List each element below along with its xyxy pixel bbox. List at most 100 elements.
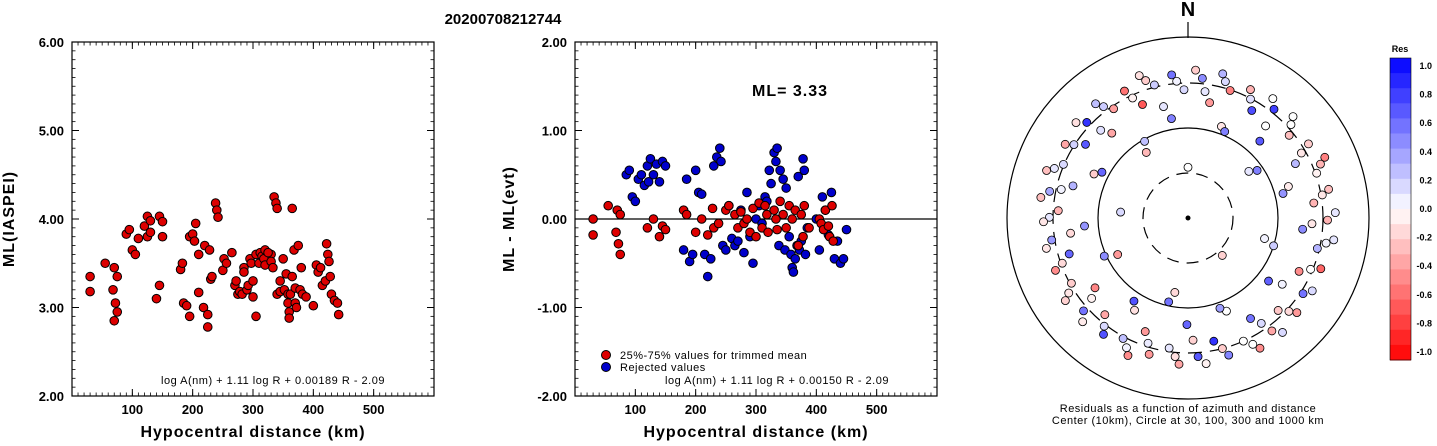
polar-point xyxy=(1164,297,1174,307)
left-axes: 2.00 3.00 4.00 5.00 6.00 100 200 300 400 500 xyxy=(39,35,435,417)
left-point xyxy=(284,313,295,323)
polar-point xyxy=(1118,334,1128,343)
polar-point xyxy=(1284,306,1294,316)
middle-points xyxy=(588,143,852,282)
polar-point xyxy=(1183,162,1193,172)
polar-point xyxy=(1099,102,1108,112)
colorbar-swatch xyxy=(1390,329,1411,346)
middle-point-rejected xyxy=(705,254,716,264)
left-point xyxy=(189,236,200,246)
polar-point xyxy=(1193,352,1203,362)
polar-point xyxy=(1109,104,1119,114)
middle-point-rejected xyxy=(841,224,852,235)
polar-point xyxy=(1278,189,1288,198)
polar-point xyxy=(1099,251,1109,261)
left-point xyxy=(231,276,241,286)
middle-point-trimmed xyxy=(778,209,788,220)
polar-point xyxy=(1248,339,1258,349)
polar-point xyxy=(1056,185,1066,194)
left-ytick-label: 3.00 xyxy=(39,301,64,316)
colorbar-swatch xyxy=(1390,58,1411,74)
polar-point xyxy=(1267,326,1277,336)
middle-point-rejected xyxy=(645,154,656,164)
middle-point-rejected xyxy=(766,178,776,189)
polar-point xyxy=(1167,114,1176,124)
left-point xyxy=(248,292,258,302)
polar-point xyxy=(1129,296,1139,306)
colorbar-swatch xyxy=(1390,344,1411,361)
middle-point-trimmed xyxy=(798,231,808,242)
polar-point xyxy=(1080,221,1089,231)
polar-point xyxy=(1041,243,1051,253)
middle-point-rejected xyxy=(660,161,671,171)
middle-point-trimmed xyxy=(690,227,701,238)
polar-point xyxy=(1298,224,1308,234)
middle-xtick-label: 200 xyxy=(685,402,707,417)
middle-point-trimmed xyxy=(760,200,770,211)
colorbar-swatch xyxy=(1390,314,1411,331)
polar-point xyxy=(1312,244,1322,253)
polar-point xyxy=(1179,85,1189,95)
polar-point xyxy=(1045,186,1055,196)
polar-point xyxy=(1090,283,1100,293)
polar-point xyxy=(1097,167,1107,177)
left-point xyxy=(110,298,121,308)
polar-point xyxy=(1060,139,1070,149)
colorbar-swatch xyxy=(1390,133,1411,150)
middle-xlabel: Hypocentral distance (km) xyxy=(643,424,868,441)
polar-point xyxy=(1174,359,1184,369)
middle-point-rejected xyxy=(799,165,810,176)
middle-point-trimmed xyxy=(660,224,671,235)
middle-point-rejected xyxy=(764,165,775,176)
polar-point xyxy=(1128,93,1137,103)
polar-point xyxy=(1220,127,1230,136)
colorbar-label: 0.0 xyxy=(1419,204,1432,214)
polar-point xyxy=(1221,77,1230,87)
event-title: 20200708212744 xyxy=(445,11,562,28)
colorbar-labels: 1.0 0.8 0.6 0.4 0.2 0.0 -0.2 -0.4 -0.6 -0.8 -1.0 xyxy=(1416,61,1432,357)
polar-point xyxy=(1188,335,1198,345)
polar-point xyxy=(1264,276,1273,286)
polar-point xyxy=(1051,265,1060,275)
middle-axes: -2.00 -1.00 0.00 1.00 2.00 100 200 300 400 500 xyxy=(537,35,938,417)
polar-point xyxy=(1182,320,1192,330)
polar-point xyxy=(1082,118,1092,127)
middle-point-rejected xyxy=(790,254,801,264)
middle-ytick-label: 0.00 xyxy=(542,212,567,227)
colorbar-label: 0.2 xyxy=(1419,175,1432,185)
polar-point xyxy=(1284,130,1294,140)
polar-point xyxy=(1320,152,1330,162)
middle-point-trimmed xyxy=(615,209,626,220)
middle-point-trimmed xyxy=(615,249,626,260)
middle-point-trimmed xyxy=(827,200,837,211)
left-xtick-label: 300 xyxy=(242,402,264,417)
polar-point xyxy=(1099,329,1108,339)
middle-point-rejected xyxy=(630,196,641,207)
middle-point-trimmed xyxy=(799,200,810,211)
polar-point xyxy=(1107,128,1117,138)
polar-point xyxy=(1059,159,1068,169)
middle-point-rejected xyxy=(715,143,725,153)
polar-point xyxy=(1143,338,1153,348)
middle-point-trimmed xyxy=(823,221,834,231)
left-xtick-label: 500 xyxy=(363,402,385,417)
legend-rejected: Rejected values xyxy=(620,362,706,374)
left-plot-frame xyxy=(71,41,435,397)
polar-point xyxy=(1096,125,1106,135)
polar-point xyxy=(1225,86,1235,95)
left-point xyxy=(321,238,332,249)
middle-point-trimmed xyxy=(763,227,773,238)
left-point xyxy=(145,227,156,238)
left-point xyxy=(204,245,215,255)
middle-xtick-label: 300 xyxy=(745,402,767,417)
colorbar-frame xyxy=(1389,57,1412,361)
middle-point-rejected xyxy=(800,249,811,260)
polar-point xyxy=(1134,71,1144,81)
middle-ylabel: ML - ML(evt) xyxy=(501,166,518,272)
left-point xyxy=(308,300,319,311)
polar-point xyxy=(1323,215,1332,225)
left-point xyxy=(130,249,141,260)
middle-ytick-label: 2.00 xyxy=(542,35,567,50)
polar-point xyxy=(1172,76,1182,86)
